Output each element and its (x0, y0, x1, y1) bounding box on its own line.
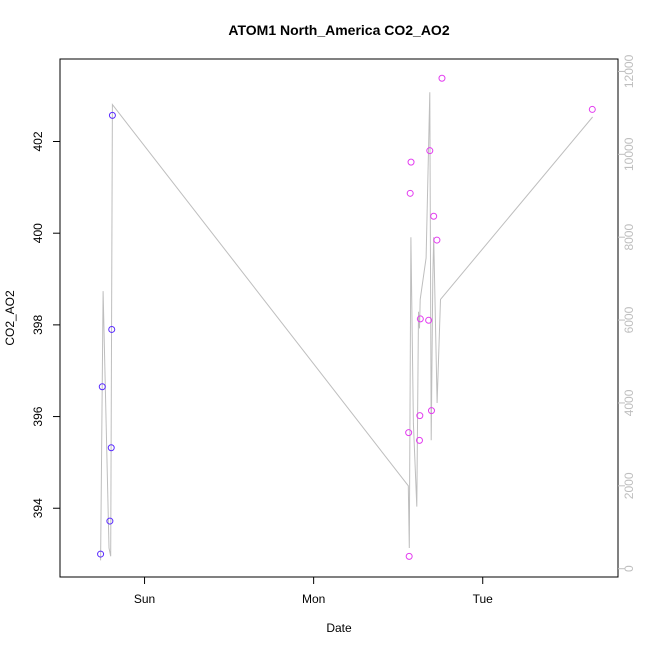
data-point (106, 517, 114, 525)
data-point (427, 407, 435, 415)
data-point (415, 436, 423, 444)
y2-tick-label: 4000 (622, 389, 636, 416)
y2-tick-label: 10000 (622, 137, 636, 171)
x-axis-label: Date (326, 621, 352, 635)
data-point (426, 147, 434, 155)
y-tick-label: 396 (31, 406, 45, 426)
data-point (416, 412, 424, 420)
series-line-layer (100, 92, 593, 561)
data-point (108, 325, 116, 333)
x-tick-label: Sun (134, 592, 155, 606)
y-axis-right: 0 2000 4000 6000 8000 10000 12000 (618, 54, 636, 572)
data-point (430, 212, 438, 220)
x-axis: Sun Mon Tue (134, 577, 493, 606)
series-line (100, 92, 593, 561)
y2-tick-label: 6000 (622, 306, 636, 333)
data-point (97, 550, 105, 558)
y-axis-label: CO2_AO2 (3, 290, 17, 346)
data-point (407, 158, 415, 166)
data-point (438, 74, 446, 82)
data-point (416, 315, 424, 323)
data-point (405, 552, 413, 560)
y2-tick-label: 8000 (622, 224, 636, 251)
data-point (108, 111, 116, 119)
x-tick-label: Tue (473, 592, 494, 606)
data-point (107, 444, 115, 452)
data-point (425, 316, 433, 324)
points-layer (97, 74, 596, 560)
data-point (588, 105, 596, 113)
plot-frame (59, 58, 619, 578)
data-point (433, 236, 441, 244)
y-tick-label: 402 (31, 131, 45, 151)
data-point (98, 383, 106, 391)
x-tick-label: Mon (302, 592, 325, 606)
y2-tick-label: 2000 (622, 472, 636, 499)
data-point (406, 189, 414, 197)
y-tick-label: 394 (31, 498, 45, 518)
y2-tick-label: 0 (622, 565, 636, 572)
y-tick-label: 398 (31, 315, 45, 335)
chart-title: ATOM1 North_America CO2_AO2 (228, 22, 449, 38)
data-point (405, 429, 413, 437)
y2-tick-label: 12000 (622, 54, 636, 88)
y-tick-label: 400 (31, 223, 45, 243)
y-axis-left: 394 396 398 400 402 (31, 131, 60, 518)
